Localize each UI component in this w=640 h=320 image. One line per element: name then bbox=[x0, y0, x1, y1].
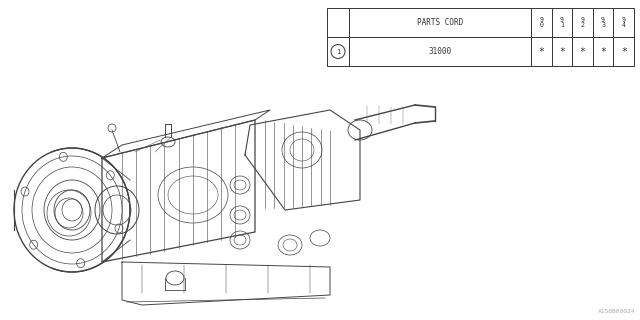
Text: *: * bbox=[580, 46, 586, 57]
Text: 31000: 31000 bbox=[428, 47, 452, 56]
Bar bbox=[327, 8, 634, 66]
Text: 9
2: 9 2 bbox=[580, 17, 584, 28]
Text: 9
1: 9 1 bbox=[560, 17, 564, 28]
Text: 9
3: 9 3 bbox=[601, 17, 605, 28]
Text: *: * bbox=[538, 46, 544, 57]
Text: 1: 1 bbox=[336, 49, 340, 54]
Text: 9
0: 9 0 bbox=[540, 17, 543, 28]
Text: *: * bbox=[600, 46, 606, 57]
Text: 9
4: 9 4 bbox=[621, 17, 626, 28]
Text: *: * bbox=[621, 46, 627, 57]
Text: A150B00024: A150B00024 bbox=[598, 309, 635, 314]
Text: PARTS CORD: PARTS CORD bbox=[417, 18, 463, 27]
Text: *: * bbox=[559, 46, 565, 57]
